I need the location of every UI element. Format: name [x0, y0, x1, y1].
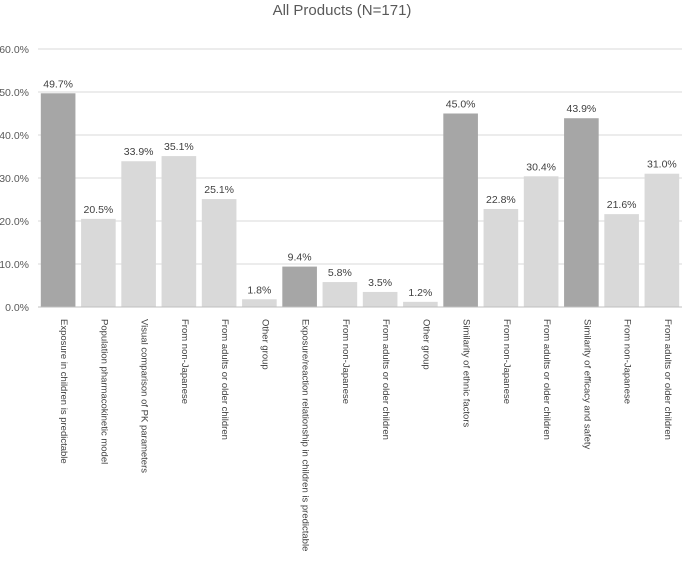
x-tick-label: From adults or older children [662, 319, 673, 440]
bar [322, 282, 358, 307]
data-labels: 49.7% 20.5% 33.9% 35.1% 25.1% 1.8% 9.4% 5.8% 3.5… [43, 78, 677, 299]
bar [523, 176, 559, 307]
bars [40, 93, 680, 307]
bar [40, 93, 76, 307]
x-axis-ticks: Exposure in children is predictable Popul… [58, 319, 673, 551]
data-label: 25.1% [204, 184, 234, 196]
bar [483, 208, 519, 307]
data-label: 20.5% [83, 204, 113, 216]
data-label: 43.9% [566, 103, 596, 115]
y-tick-label: 0.0% [5, 302, 29, 314]
data-label: 1.8% [247, 284, 271, 296]
y-axis-ticks: 0.0% 10.0% 20.0% 30.0% 40.0% 50.0% 60.0% [0, 44, 29, 314]
bar [403, 301, 438, 307]
y-tick-label: 10.0% [0, 259, 29, 271]
x-tick-label: From non-Japanese [501, 319, 512, 404]
x-tick-label: From non-Japanese [179, 319, 190, 404]
x-tick-label: Other group [420, 319, 431, 370]
data-label: 33.9% [124, 146, 154, 158]
data-label: 9.4% [288, 252, 312, 264]
x-tick-label: From adults or older children [380, 319, 391, 440]
x-tick-label: Visual comparison of PK parameters [139, 319, 150, 473]
data-label: 5.8% [328, 267, 352, 279]
bar [282, 266, 317, 307]
data-label: 45.0% [446, 99, 476, 111]
x-tick-label: Exposure/reaction relationship in childr… [300, 319, 311, 551]
chart-title: All Products (N=171) [273, 2, 412, 19]
x-tick-label: Other group [259, 319, 270, 370]
bar [443, 113, 478, 307]
y-tick-label: 40.0% [0, 130, 29, 142]
x-tick-label: From non-Japanese [340, 319, 351, 404]
bar [362, 291, 398, 307]
data-label: 35.1% [164, 141, 194, 153]
data-label: 31.0% [647, 159, 677, 171]
bar [201, 199, 237, 307]
y-tick-label: 20.0% [0, 216, 29, 228]
bar [81, 218, 116, 307]
x-tick-label: From adults or older children [219, 319, 230, 440]
x-tick-label: Similarity of efficacy and safety [581, 319, 592, 449]
bar [564, 118, 599, 307]
x-tick-label: From adults or older children [541, 319, 552, 440]
data-label: 21.6% [607, 199, 637, 211]
y-tick-label: 30.0% [0, 173, 29, 185]
x-tick-label: Population pharmacokinetic model [98, 319, 109, 464]
x-tick-label: Similarity of ethnic factors [461, 319, 472, 427]
bar [161, 156, 197, 307]
data-label: 22.8% [486, 194, 516, 206]
bar [644, 173, 680, 307]
bar [242, 299, 277, 307]
data-label: 3.5% [368, 277, 392, 289]
y-tick-label: 60.0% [0, 44, 29, 56]
x-tick-label: From non-Japanese [622, 319, 633, 404]
bar [604, 214, 639, 307]
data-label: 30.4% [526, 161, 556, 173]
data-label: 49.7% [43, 78, 73, 90]
y-tick-label: 50.0% [0, 87, 29, 99]
x-tick-label: Exposure in children is predictable [58, 319, 69, 464]
data-label: 1.2% [408, 287, 432, 299]
bar [121, 161, 156, 307]
